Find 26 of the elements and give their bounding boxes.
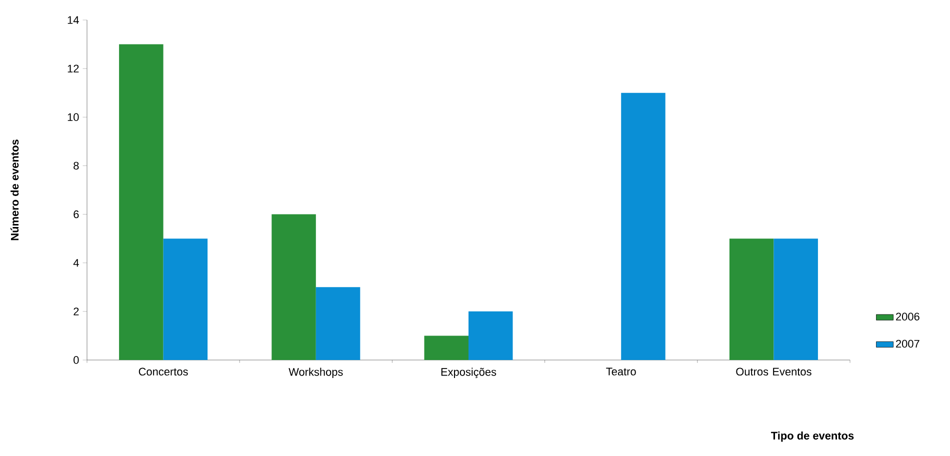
legend-label: 2006	[896, 312, 920, 320]
bar	[729, 238, 774, 360]
bar	[272, 214, 316, 360]
bar	[468, 311, 513, 360]
bar	[424, 336, 468, 360]
x-axis-title: Tipo de eventos	[771, 432, 854, 442]
bar	[774, 238, 818, 360]
bar	[621, 92, 666, 360]
legend-label: 2007	[896, 340, 920, 348]
bar	[119, 44, 164, 360]
y-tick-label: 10	[68, 113, 79, 122]
y-tick-label: 14	[68, 16, 79, 24]
x-tick-label: Exposições	[441, 368, 496, 378]
y-tick-label: 4	[73, 259, 79, 267]
x-tick-label: Teatro	[606, 368, 636, 376]
x-tick-label: Outros Eventos	[736, 368, 812, 376]
y-tick-label: 12	[68, 64, 79, 72]
y-axis-title: Número de eventos	[10, 140, 19, 240]
bar	[163, 238, 208, 360]
y-tick-label: 6	[74, 210, 79, 218]
x-tick-label: Workshops	[288, 368, 343, 378]
y-tick-label: 8	[74, 162, 79, 170]
bar	[316, 287, 360, 360]
y-tick-label: 0	[74, 356, 79, 364]
y-tick-label: 2	[74, 308, 79, 316]
x-tick-label: Concertos	[138, 368, 188, 376]
